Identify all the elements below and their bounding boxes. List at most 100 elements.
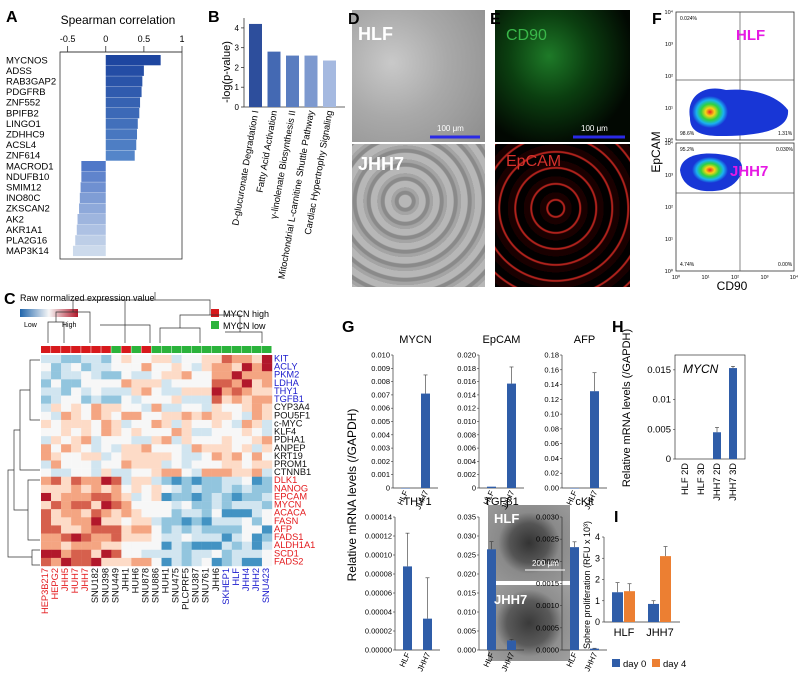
heatmap-cell	[51, 460, 62, 469]
heatmap-cell	[51, 403, 62, 413]
heatmap-cell	[101, 428, 112, 437]
heatmap-cell	[111, 444, 122, 453]
heatmap-cell	[111, 501, 122, 510]
heatmap-cell	[211, 363, 222, 372]
heatmap-cell	[201, 525, 212, 534]
heatmap-cell	[51, 452, 62, 461]
heatmap-cell	[81, 476, 92, 486]
heatmap-cell	[191, 541, 202, 550]
panel-a-gene-label: BPIFB2	[6, 108, 39, 119]
sample-group-cell	[151, 346, 162, 353]
heatmap-cell	[181, 541, 192, 550]
heatmap-cell	[251, 541, 263, 550]
heatmap-cell	[171, 419, 182, 429]
mycn-low-label: MYCN low	[223, 321, 266, 331]
heatmap-cell	[151, 403, 162, 413]
mini-chart-tick-label: 0.020	[457, 570, 476, 579]
heatmap-cell	[111, 436, 122, 445]
mini-chart-tick-label: 0.020	[457, 351, 476, 360]
mini-chart-tick-label: 0.010	[371, 351, 390, 360]
mini-chart-tick-label: 0.00004	[365, 608, 392, 617]
panel-a-gene-label: PLA2G16	[6, 236, 47, 247]
heatmap-cell	[81, 411, 92, 421]
heatmap-cell	[41, 444, 52, 453]
heatmap-sample-label: SNU449	[110, 568, 120, 603]
heatmap-cell	[201, 387, 212, 396]
mini-chart-tick-label: 0.001	[371, 470, 390, 479]
heatmap-cell	[211, 428, 222, 437]
heatmap-cell	[71, 403, 82, 413]
heatmap-cell	[221, 419, 233, 429]
heatmap-gene-label: MYCN	[274, 500, 301, 510]
heatmap-cell	[181, 403, 192, 413]
heatmap-cell	[141, 428, 152, 437]
mini-chart-tick-label: 0.18	[544, 351, 559, 360]
panel-a-gene-label: LINGO1	[6, 119, 41, 130]
heatmap-cell	[201, 484, 212, 494]
heatmap-cell	[131, 355, 142, 364]
heatmap-cell	[181, 549, 192, 559]
heatmap-cell	[171, 395, 182, 404]
heatmap-cell	[171, 444, 182, 453]
column-dendrogram-branch	[225, 331, 263, 343]
heatmap-cell	[141, 525, 152, 534]
heatmap-cell	[141, 403, 152, 413]
panel-letter-c: C	[4, 291, 16, 308]
heatmap-cell	[141, 476, 152, 486]
heatmap-cell	[91, 419, 102, 429]
heatmap-cell	[71, 428, 82, 437]
column-dendrogram-branch	[100, 324, 151, 343]
heatmap-cell	[231, 371, 243, 380]
heatmap-cell	[91, 460, 102, 469]
heatmap-cell	[131, 501, 142, 510]
panel-i-ylabel: Sphere proliferation (RFU x 10³)	[582, 521, 592, 649]
heatmap-cell	[221, 436, 233, 445]
heatmap-cell	[151, 517, 162, 526]
heatmap-cell	[81, 379, 92, 388]
panel-i-chart: 0 1 2 3 4 HLF JHH7 day 0 day 4	[595, 532, 686, 670]
heatmap-cell	[81, 419, 92, 429]
mini-chart-category: JHH7	[583, 651, 600, 673]
panel-b-tick-label: 0	[235, 103, 240, 112]
heatmap-cell	[111, 355, 122, 364]
heatmap-cell	[221, 492, 233, 502]
flow-x-tick-label: 10¹	[702, 275, 710, 281]
heatmap-cell	[41, 476, 52, 486]
heatmap-cell	[121, 484, 132, 494]
heatmap-cell	[201, 549, 212, 559]
sphere-proliferation-bar	[660, 556, 671, 622]
panel-a-gene-label: INO80C	[6, 193, 40, 204]
heatmap-cell	[171, 484, 182, 494]
heatmap-cell	[81, 484, 92, 494]
panel-a-gene-labels: MYCNOSADSSRAB3GAP2PDGFRBZNF552BPIFB2LING…	[6, 55, 56, 257]
heatmap-cell	[161, 541, 172, 550]
heatmap-cell	[231, 403, 243, 413]
heatmap-cell	[241, 476, 253, 486]
heatmap-cell	[141, 444, 152, 453]
panel-letter-h: H	[612, 319, 624, 336]
heatmap-cell	[231, 387, 243, 396]
heatmap-cell	[171, 460, 182, 469]
heatmap-cell	[51, 509, 62, 518]
heatmap-cell	[71, 355, 82, 364]
heatmap-sample-labels: HEP3B217 HEPG2 JHH5 HUH7 JHH7 SNU182 SNU398 SNU…	[40, 568, 271, 614]
heatmap-cell	[211, 501, 222, 510]
legend-swatch	[652, 659, 660, 667]
heatmap-cell	[191, 363, 202, 372]
heatmap-cell	[231, 395, 243, 404]
heatmap-cell	[101, 476, 112, 486]
heatmap-sample-label: HUH6	[130, 568, 140, 593]
mycn-3d-bar	[713, 432, 721, 459]
heatmap-cell	[91, 492, 102, 502]
heatmap-cell	[261, 452, 273, 461]
heatmap-cell	[111, 484, 122, 494]
heatmap-sample-label: SNU475	[171, 568, 181, 603]
heatmap-cell	[161, 395, 172, 404]
heatmap-cell	[181, 419, 192, 429]
mini-chart-tick-label: 0.012	[457, 404, 476, 413]
heatmap-cell	[51, 363, 62, 372]
correlation-bar	[105, 55, 161, 66]
heatmap-cell	[121, 395, 132, 404]
heatmap-cell	[131, 444, 142, 453]
heatmap-cell	[201, 428, 212, 437]
